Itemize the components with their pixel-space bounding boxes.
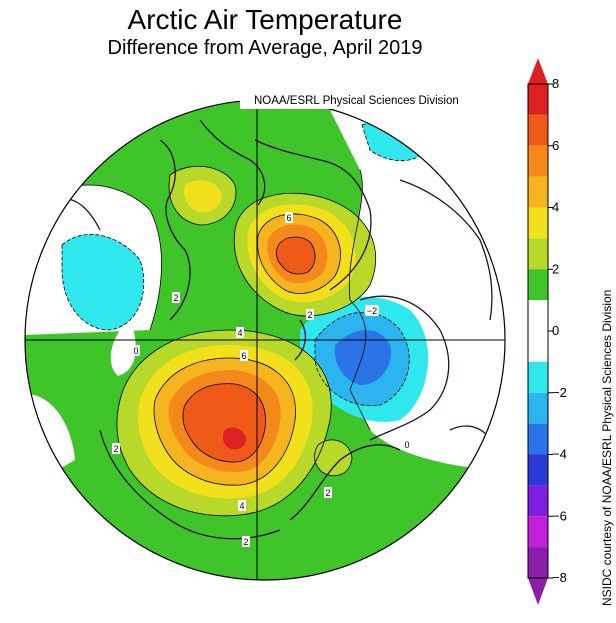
cold-area-west (62, 234, 144, 330)
colorbar-tick-label: 2 (552, 261, 559, 276)
contour-label: 4 (239, 501, 244, 511)
neutral-area-center (110, 320, 136, 376)
colorbar-tick-label: 6 (552, 138, 559, 153)
colorbar-bin (528, 238, 548, 270)
colorbar-bin (528, 485, 548, 517)
colorbar-bins (528, 84, 548, 578)
colorbar-bin (528, 176, 548, 208)
colorbar-min-arrow (528, 578, 548, 605)
colorbar-tick-label: 0 (552, 323, 559, 338)
credit-label: NSIDC courtesy of NOAA/ESRL Physical Sci… (600, 289, 614, 606)
warm-area-south-6 (222, 427, 246, 450)
colorbar-tick-label: −8 (552, 570, 567, 585)
colorbar-bin (528, 145, 548, 177)
contour-label: 2 (325, 488, 330, 498)
map-subtitle: Difference from Average, April 2019 (107, 37, 423, 59)
map-title: Arctic Air Temperature (127, 4, 403, 35)
cold-area-east-3 (334, 330, 391, 385)
colorbar-bin (528, 361, 548, 393)
colorbar-bin (528, 392, 548, 424)
colorbar-ticks: 8 6 4 2 0 −2 −4 −6 −8 (548, 76, 567, 585)
coastlines (59, 119, 496, 540)
contour-label: −2 (367, 306, 377, 316)
colorbar-bin (528, 516, 548, 548)
contour-label: 6 (286, 213, 291, 223)
contour-label: 2 (243, 537, 248, 547)
colorbar-bin (528, 423, 548, 455)
colorbar-bin (528, 114, 548, 146)
colorbar-bin (528, 84, 548, 115)
colorbar-max-arrow (528, 58, 548, 84)
contour-label: 2 (307, 310, 312, 320)
colorbar-tick-label: 4 (552, 200, 559, 215)
colorbar-tick-label: −2 (552, 385, 567, 400)
colorbar-bin (528, 454, 548, 486)
warm-area-northwest-2 (184, 180, 222, 213)
contour-labels: 6 2 4 6 0 2 2 4 2 0 2 −2 (112, 212, 411, 547)
colorbar-tick-label: −4 (552, 447, 567, 462)
warm-area-southeast (314, 439, 352, 476)
contour-label: 6 (241, 351, 246, 361)
contour-label: 0 (133, 346, 138, 356)
colorbar-bin (528, 207, 548, 239)
contour-label: 2 (173, 293, 178, 303)
colorbar-bin (528, 300, 548, 362)
colorbar-tick-label: −6 (552, 508, 567, 523)
colorbar-bin (528, 547, 548, 578)
source-label: NOAA/ESRL Physical Sciences Division (240, 93, 506, 109)
contour-label: 0 (404, 440, 409, 450)
warm-area-north-5 (276, 237, 316, 274)
contour-label: 4 (237, 328, 242, 338)
contour-label: 2 (113, 444, 118, 454)
colorbar-tick-label: 8 (552, 76, 559, 91)
colorbar-bin (528, 269, 548, 301)
